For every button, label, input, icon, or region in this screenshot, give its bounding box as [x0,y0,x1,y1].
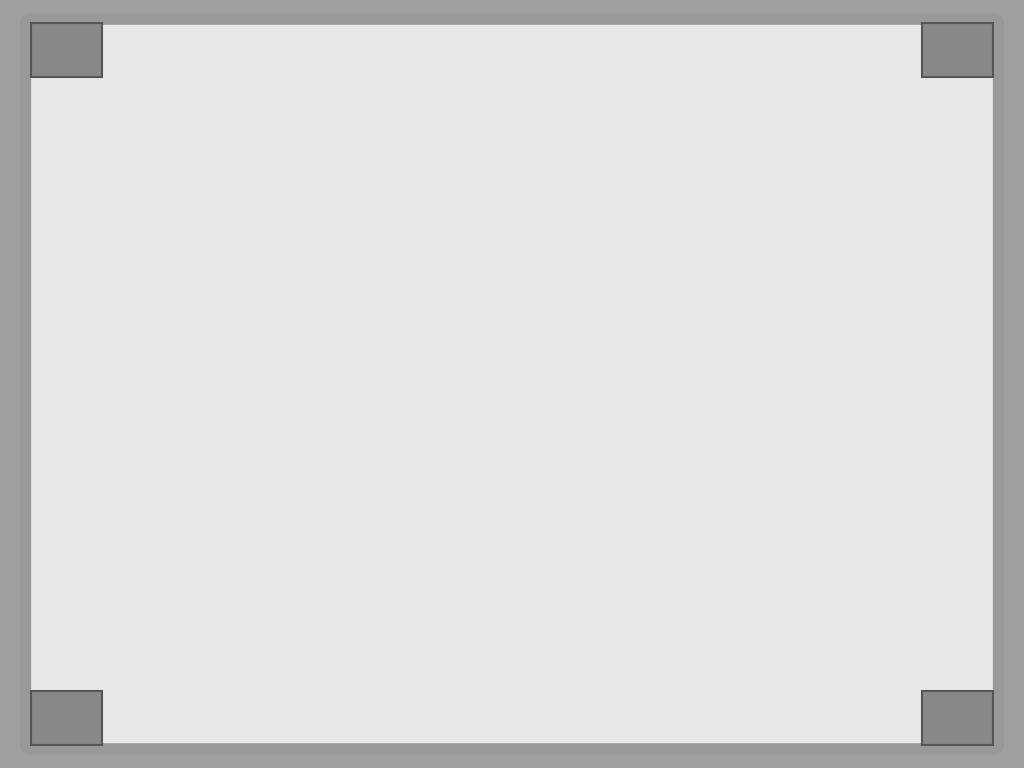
Text: F: F [392,348,421,396]
Text: Cl: Cl [301,348,350,396]
Text: model: model [564,488,668,521]
Text: δ⁻: δ⁻ [349,465,387,498]
FancyBboxPatch shape [26,19,998,749]
Text: 3: 3 [254,154,278,190]
Text: F: F [207,348,236,396]
Text: F: F [542,348,570,396]
Text: δ+: δ+ [314,255,362,288]
Text: :   7 + 7(3)  =  28: : 7 + 7(3) = 28 [280,137,894,204]
Text: F: F [622,435,650,482]
Text: Cl: Cl [611,348,660,396]
Text: F: F [311,438,340,486]
Text: F: F [622,259,650,307]
Text: Polar: Polar [263,494,389,542]
Text: ClF: ClF [183,137,292,204]
Text: T-shaped: T-shaped [675,348,899,396]
